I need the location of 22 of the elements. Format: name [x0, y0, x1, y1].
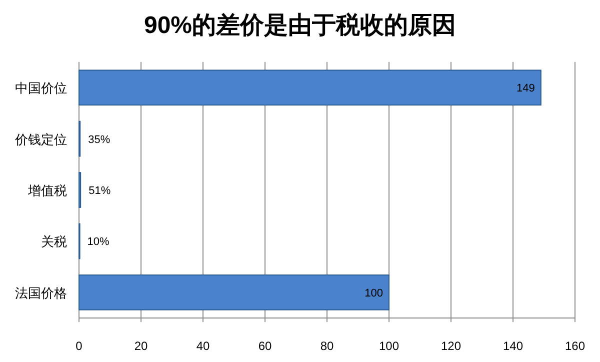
y-tick-label: 增值税	[27, 183, 67, 198]
data-label: 149	[516, 82, 535, 95]
data-label: 51%	[88, 185, 111, 197]
x-tick-label: 140	[502, 339, 524, 353]
x-tick-label: 60	[258, 339, 272, 353]
chart-title: 90%的差价是由于税收的原因	[144, 12, 456, 39]
y-tick-label: 法国价格	[15, 285, 67, 300]
y-tick-label: 价钱定位	[14, 132, 67, 147]
data-label: 10%	[87, 236, 110, 248]
data-label: 35%	[88, 134, 110, 146]
x-tick-label: 80	[320, 339, 334, 353]
y-tick-label: 中国价位	[15, 80, 67, 96]
data-label: 100	[364, 287, 383, 300]
x-tick-label: 120	[440, 339, 462, 353]
x-tick-label: 160	[564, 339, 586, 353]
bar	[78, 70, 542, 106]
x-tick-label: 0	[76, 339, 83, 353]
x-tick-label: 20	[134, 339, 148, 353]
bar	[78, 274, 390, 310]
x-tick-label: 100	[378, 339, 400, 353]
y-tick-label: 关税	[41, 234, 67, 250]
x-tick-label: 40	[196, 339, 210, 353]
